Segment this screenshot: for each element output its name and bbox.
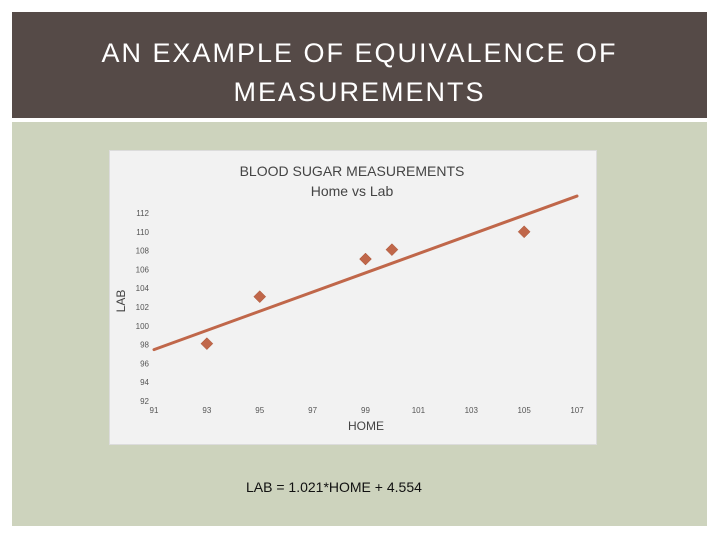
y-tick-label: 96 bbox=[140, 359, 149, 368]
y-tick-label: 106 bbox=[136, 265, 150, 274]
x-tick-label: 91 bbox=[150, 406, 159, 415]
y-tick-label: 112 bbox=[136, 209, 149, 218]
y-tick-labels: 92 94 96 98 100 102 104 106 108 110 112 bbox=[136, 209, 150, 406]
y-tick-label: 100 bbox=[136, 322, 150, 331]
trendline bbox=[152, 194, 579, 352]
x-tick-label: 101 bbox=[412, 406, 426, 415]
chart-title: BLOOD SUGAR MEASUREMENTS bbox=[240, 163, 465, 179]
y-tick-label: 104 bbox=[136, 284, 150, 293]
scatter-chart: BLOOD SUGAR MEASUREMENTS Home vs Lab HOM… bbox=[114, 163, 585, 433]
x-tick-label: 95 bbox=[255, 406, 264, 415]
data-points bbox=[200, 225, 531, 351]
x-tick-label: 105 bbox=[517, 406, 531, 415]
title-bar: AN EXAMPLE OF EQUIVALENCE OF MEASUREMENT… bbox=[12, 12, 707, 118]
y-tick-label: 110 bbox=[136, 228, 149, 237]
y-axis-label: LAB bbox=[114, 290, 128, 313]
x-tick-label: 103 bbox=[465, 406, 479, 415]
chart-subtitle: Home vs Lab bbox=[311, 183, 394, 199]
x-tick-label: 107 bbox=[570, 406, 584, 415]
chart-area: BLOOD SUGAR MEASUREMENTS Home vs Lab HOM… bbox=[109, 150, 597, 445]
x-tick-label: 99 bbox=[361, 406, 370, 415]
y-tick-label: 98 bbox=[140, 341, 149, 350]
y-tick-label: 108 bbox=[136, 247, 150, 256]
data-point bbox=[253, 290, 267, 304]
y-tick-label: 92 bbox=[140, 397, 149, 406]
x-tick-label: 93 bbox=[202, 406, 211, 415]
data-point bbox=[385, 243, 399, 257]
x-tick-labels: 91 93 95 97 99 101 103 105 107 bbox=[150, 406, 585, 415]
regression-equation: LAB = 1.021*HOME + 4.554 bbox=[246, 479, 422, 495]
data-point bbox=[517, 225, 531, 239]
y-tick-label: 102 bbox=[136, 303, 150, 312]
x-axis-label: HOME bbox=[348, 419, 384, 433]
y-tick-label: 94 bbox=[140, 378, 149, 387]
slide-title: AN EXAMPLE OF EQUIVALENCE OF MEASUREMENT… bbox=[101, 38, 618, 107]
x-tick-label: 97 bbox=[308, 406, 317, 415]
data-point bbox=[359, 252, 372, 266]
trendline-layer bbox=[152, 194, 579, 352]
data-point bbox=[200, 337, 214, 351]
